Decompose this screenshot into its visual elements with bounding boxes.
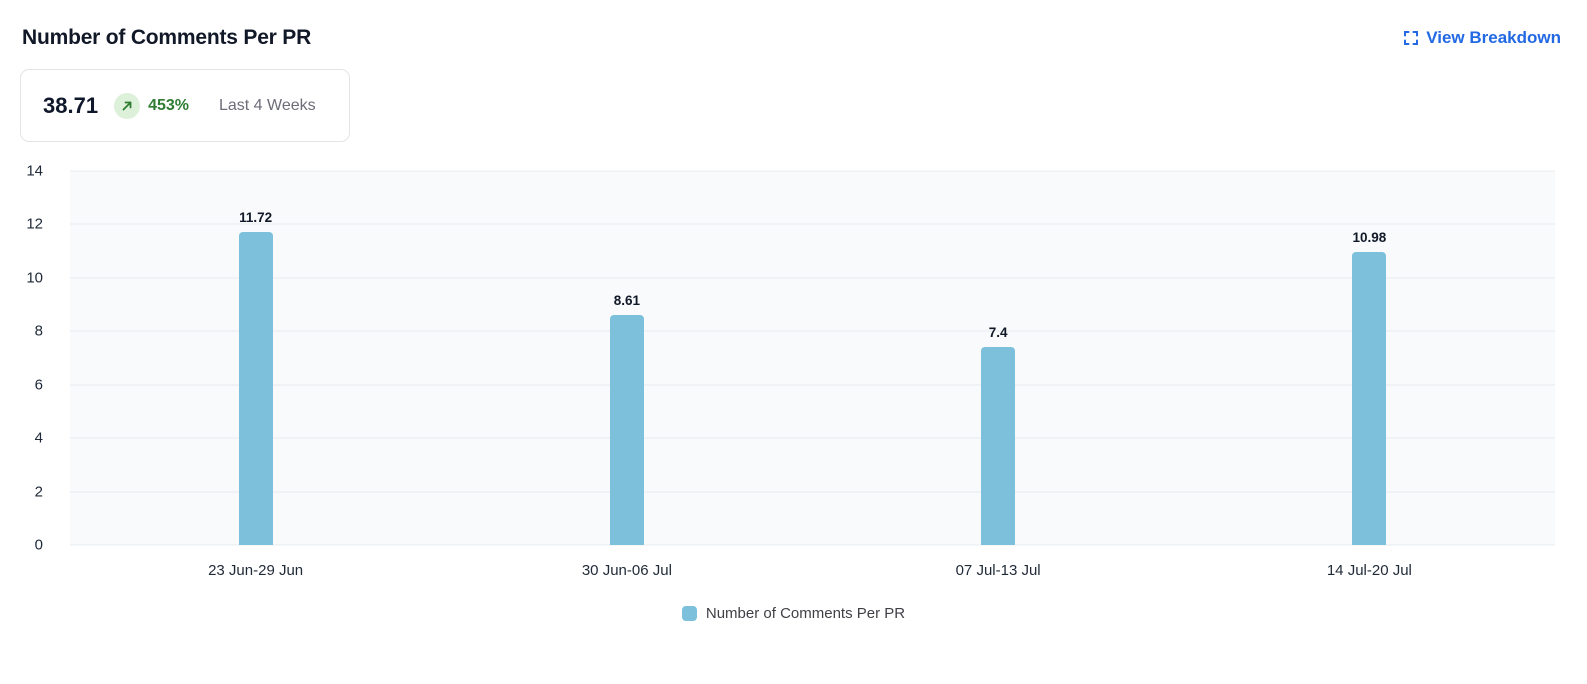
chart-bar[interactable]: 11.72: [238, 210, 273, 545]
y-axis-tick: 10: [26, 269, 43, 287]
legend-item[interactable]: Number of Comments Per PR: [681, 605, 906, 622]
x-axis-tick: 14 Jul-20 Jul: [1326, 562, 1412, 579]
chart-bar[interactable]: 10.98: [1352, 230, 1387, 545]
gridline: [70, 223, 1555, 225]
legend-swatch-icon: [681, 606, 697, 621]
chart-legend: Number of Comments Per PR: [0, 605, 1587, 622]
y-axis-tick: 0: [34, 536, 43, 554]
y-axis-tick: 14: [26, 162, 43, 180]
bar-value-label: 7.4: [988, 325, 1008, 341]
bar-value-label: 8.61: [613, 293, 641, 308]
gridline: [70, 384, 1555, 386]
summary-period: Last 4 Weeks: [218, 96, 316, 114]
gridline: [70, 170, 1555, 172]
bar-slot: 10.98: [1184, 171, 1555, 545]
x-axis: 23 Jun-29 Jun 30 Jun-06 Jul 07 Jul-13 Jul 1…: [70, 562, 1555, 579]
summary-value: 38.71: [43, 92, 99, 118]
view-breakdown-label: View Breakdown: [1426, 28, 1561, 47]
y-axis-tick: 2: [34, 483, 43, 501]
gridline: [70, 330, 1555, 332]
chart-bar[interactable]: 8.61: [609, 293, 644, 545]
bar-value-label: 11.72: [239, 209, 273, 225]
trend-percentage: 453%: [148, 96, 189, 114]
y-axis-tick: 4: [34, 429, 43, 447]
bars-layer: 11.72 8.61 7.4 10.98: [70, 171, 1555, 545]
bar-slot: 7.4: [813, 171, 1184, 545]
gridline: [70, 491, 1555, 493]
x-axis-tick: 23 Jun-29 Jun: [208, 562, 304, 579]
x-axis-tick: 07 Jul-13 Jul: [955, 562, 1041, 579]
widget-header: Number of Comments Per PR View Breakdown: [0, 0, 1587, 50]
y-axis-tick: 8: [34, 322, 43, 340]
bar-value-label: 10.98: [1352, 229, 1387, 245]
gridline: [70, 437, 1555, 439]
chart-body: 0 2 4 6 8 10 12 14 11.72 8.61 7.4 10.98: [26, 164, 1555, 553]
expand-icon: [1403, 30, 1419, 46]
y-axis-tick: 12: [26, 215, 43, 233]
gridline: [70, 544, 1555, 546]
y-axis-tick: 6: [34, 376, 43, 394]
view-breakdown-link[interactable]: View Breakdown: [1403, 28, 1561, 48]
gridline: [70, 277, 1555, 279]
summary-card: 38.71 453% Last 4 Weeks: [20, 69, 350, 142]
trend-badge: 453%: [114, 92, 189, 119]
legend-label: Number of Comments Per PR: [705, 605, 906, 622]
bar-chart: 0 2 4 6 8 10 12 14 11.72 8.61 7.4 10.98 23 Jun-29 …: [0, 164, 1587, 622]
bar-slot: 11.72: [70, 171, 441, 545]
page-title: Number of Comments Per PR: [22, 26, 312, 49]
plot-area: 11.72 8.61 7.4 10.98: [70, 170, 1555, 546]
bar-slot: 8.61: [441, 171, 812, 545]
chart-bar[interactable]: 7.4: [981, 325, 1016, 545]
y-axis: 0 2 4 6 8 10 12 14: [0, 164, 55, 553]
arrow-up-right-icon: [114, 92, 141, 119]
x-axis-tick: 30 Jun-06 Jul: [581, 562, 672, 579]
